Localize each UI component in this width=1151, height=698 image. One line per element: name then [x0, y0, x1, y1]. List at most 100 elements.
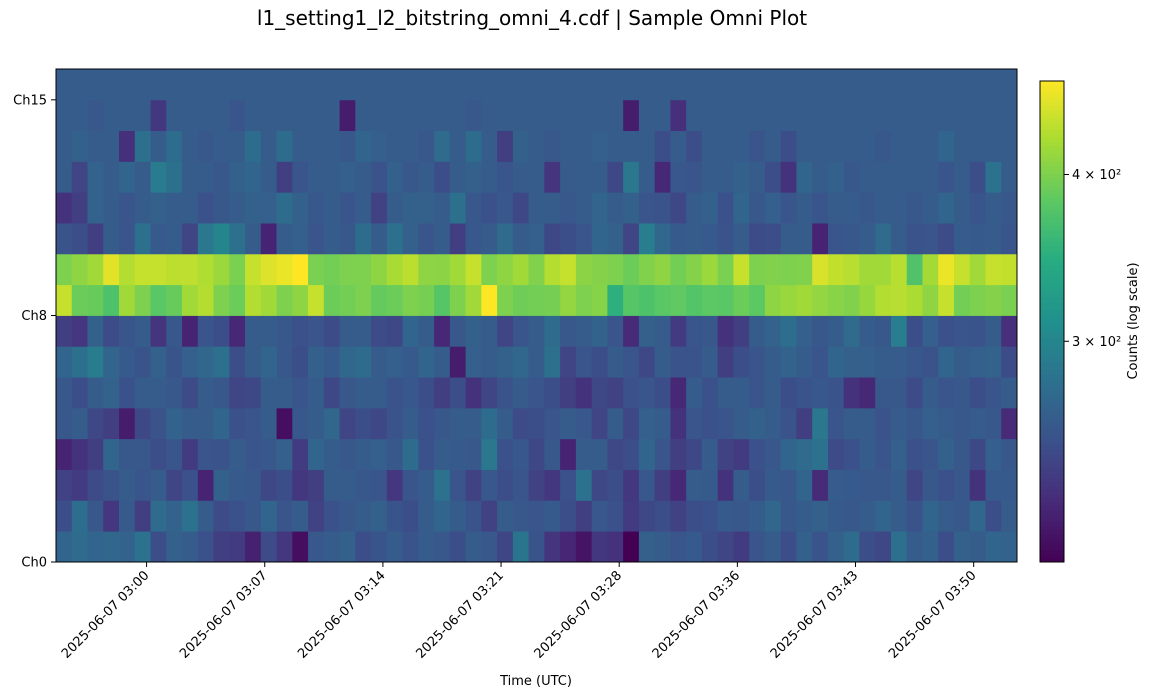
- heatmap-cell: [560, 470, 576, 501]
- heatmap-cell: [434, 316, 450, 347]
- heatmap-cell: [938, 69, 954, 100]
- heatmap-cell: [261, 316, 277, 347]
- heatmap-cell: [308, 531, 324, 562]
- heatmap-cell: [497, 470, 513, 501]
- heatmap-cell: [434, 161, 450, 192]
- heatmap-cell: [340, 254, 356, 285]
- heatmap-cell: [166, 408, 182, 439]
- heatmap-cell: [576, 531, 592, 562]
- heatmap-cell: [135, 377, 151, 408]
- heatmap-cell: [340, 192, 356, 223]
- heatmap-cell: [371, 69, 387, 100]
- colorbar-segment: [1040, 334, 1064, 339]
- colorbar-segment: [1040, 229, 1064, 234]
- heatmap-cell: [796, 531, 812, 562]
- colorbar-segment: [1040, 358, 1064, 363]
- heatmap-cell: [796, 192, 812, 223]
- heatmap-cell: [119, 377, 135, 408]
- heatmap-cell: [214, 316, 230, 347]
- heatmap-cell: [403, 470, 419, 501]
- heatmap-cell: [828, 192, 844, 223]
- heatmap-cell: [922, 346, 938, 377]
- colorbar-segment: [1040, 201, 1064, 206]
- heatmap-cell: [718, 316, 734, 347]
- heatmap-cell: [560, 285, 576, 316]
- colorbar-segment: [1040, 305, 1064, 310]
- heatmap-cell: [103, 531, 119, 562]
- colorbar-segment: [1040, 317, 1064, 322]
- heatmap-cell: [261, 439, 277, 470]
- heatmap-cell: [103, 131, 119, 162]
- heatmap-cell: [639, 531, 655, 562]
- heatmap-cell: [166, 192, 182, 223]
- colorbar-segment: [1040, 438, 1064, 443]
- colorbar-segment: [1040, 378, 1064, 383]
- heatmap-cell: [529, 316, 545, 347]
- heatmap-cell: [922, 254, 938, 285]
- heatmap-cell: [355, 161, 371, 192]
- heatmap-cell: [214, 223, 230, 254]
- heatmap-cell: [560, 161, 576, 192]
- heatmap-cell: [985, 408, 1001, 439]
- colorbar-segment: [1040, 161, 1064, 166]
- heatmap-cell: [277, 377, 293, 408]
- heatmap-cell: [418, 69, 434, 100]
- heatmap-cell: [434, 531, 450, 562]
- heatmap-cell: [434, 408, 450, 439]
- heatmap-cell: [481, 100, 497, 131]
- heatmap-cell: [261, 500, 277, 531]
- heatmap-cell: [245, 470, 261, 501]
- heatmap-cell: [481, 254, 497, 285]
- colorbar-segment: [1040, 402, 1064, 407]
- heatmap-cell: [277, 346, 293, 377]
- heatmap-cell: [403, 69, 419, 100]
- heatmap-cell: [702, 254, 718, 285]
- heatmap-cell: [292, 69, 308, 100]
- heatmap-cell: [560, 223, 576, 254]
- heatmap-cell: [812, 100, 828, 131]
- heatmap-cell: [970, 408, 986, 439]
- heatmap-cell: [119, 316, 135, 347]
- heatmap-cell: [103, 254, 119, 285]
- heatmap-cell: [119, 408, 135, 439]
- heatmap-cell: [450, 470, 466, 501]
- heatmap-cell: [166, 439, 182, 470]
- heatmap-cell: [733, 131, 749, 162]
- colorbar-segment: [1040, 458, 1064, 463]
- heatmap-cell: [277, 69, 293, 100]
- heatmap-cell: [812, 346, 828, 377]
- heatmap-cell: [355, 377, 371, 408]
- x-tick-label: 2025-06-07 03:07: [177, 568, 270, 661]
- colorbar-segment: [1040, 205, 1064, 210]
- heatmap-cell: [135, 316, 151, 347]
- heatmap-cell: [607, 69, 623, 100]
- colorbar-segment: [1040, 554, 1064, 559]
- x-tick-label: 2025-06-07 03:36: [650, 568, 743, 661]
- heatmap-cell: [844, 377, 860, 408]
- colorbar-segment: [1040, 354, 1064, 359]
- heatmap-cell: [261, 346, 277, 377]
- heatmap-cell: [875, 531, 891, 562]
- heatmap-cell: [938, 470, 954, 501]
- heatmap-cell: [387, 439, 403, 470]
- heatmap-cell: [576, 439, 592, 470]
- heatmap-cell: [261, 285, 277, 316]
- heatmap-cell: [970, 346, 986, 377]
- heatmap-cell: [340, 377, 356, 408]
- heatmap-cell: [434, 223, 450, 254]
- colorbar-segment: [1040, 486, 1064, 491]
- heatmap-cell: [655, 316, 671, 347]
- heatmap-cell: [907, 500, 923, 531]
- heatmap-cell: [513, 500, 529, 531]
- colorbar-segment: [1040, 273, 1064, 278]
- heatmap-cell: [812, 500, 828, 531]
- colorbar-segment: [1040, 113, 1064, 118]
- heatmap-cell: [891, 100, 907, 131]
- x-tick-label: 2025-06-07 03:43: [768, 568, 861, 661]
- heatmap-cell: [985, 223, 1001, 254]
- heatmap-cell: [151, 439, 167, 470]
- colorbar-segment: [1040, 394, 1064, 399]
- heatmap-cell: [229, 223, 245, 254]
- heatmap-cell: [72, 192, 88, 223]
- heatmap-cell: [387, 192, 403, 223]
